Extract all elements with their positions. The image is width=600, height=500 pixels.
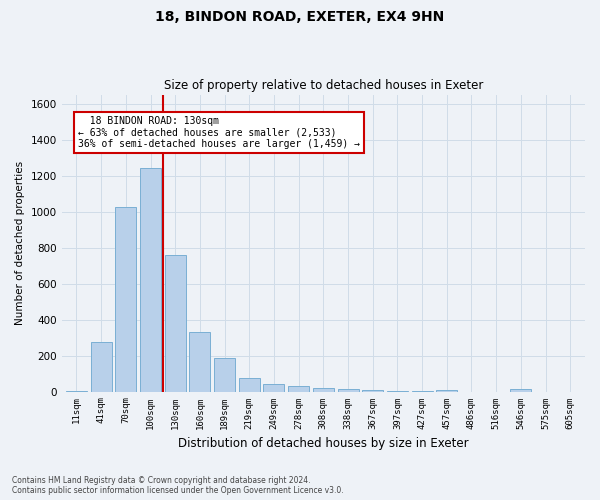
Bar [436, 390, 457, 392]
Bar [115, 207, 136, 392]
Bar [214, 358, 235, 392]
Bar [190, 332, 211, 392]
Bar [165, 255, 186, 392]
Bar [338, 389, 359, 392]
Bar [66, 390, 87, 392]
Bar [313, 388, 334, 392]
Bar [387, 390, 408, 392]
Bar [91, 342, 112, 392]
Text: Contains HM Land Registry data © Crown copyright and database right 2024.
Contai: Contains HM Land Registry data © Crown c… [12, 476, 344, 495]
Bar [288, 386, 309, 392]
Bar [362, 390, 383, 392]
Y-axis label: Number of detached properties: Number of detached properties [15, 161, 25, 325]
Text: 18, BINDON ROAD, EXETER, EX4 9HN: 18, BINDON ROAD, EXETER, EX4 9HN [155, 10, 445, 24]
Bar [511, 389, 532, 392]
Bar [239, 378, 260, 392]
X-axis label: Distribution of detached houses by size in Exeter: Distribution of detached houses by size … [178, 437, 469, 450]
Text: 18 BINDON ROAD: 130sqm
← 63% of detached houses are smaller (2,533)
36% of semi-: 18 BINDON ROAD: 130sqm ← 63% of detached… [78, 116, 360, 150]
Title: Size of property relative to detached houses in Exeter: Size of property relative to detached ho… [164, 79, 483, 92]
Bar [140, 168, 161, 392]
Bar [263, 384, 284, 392]
